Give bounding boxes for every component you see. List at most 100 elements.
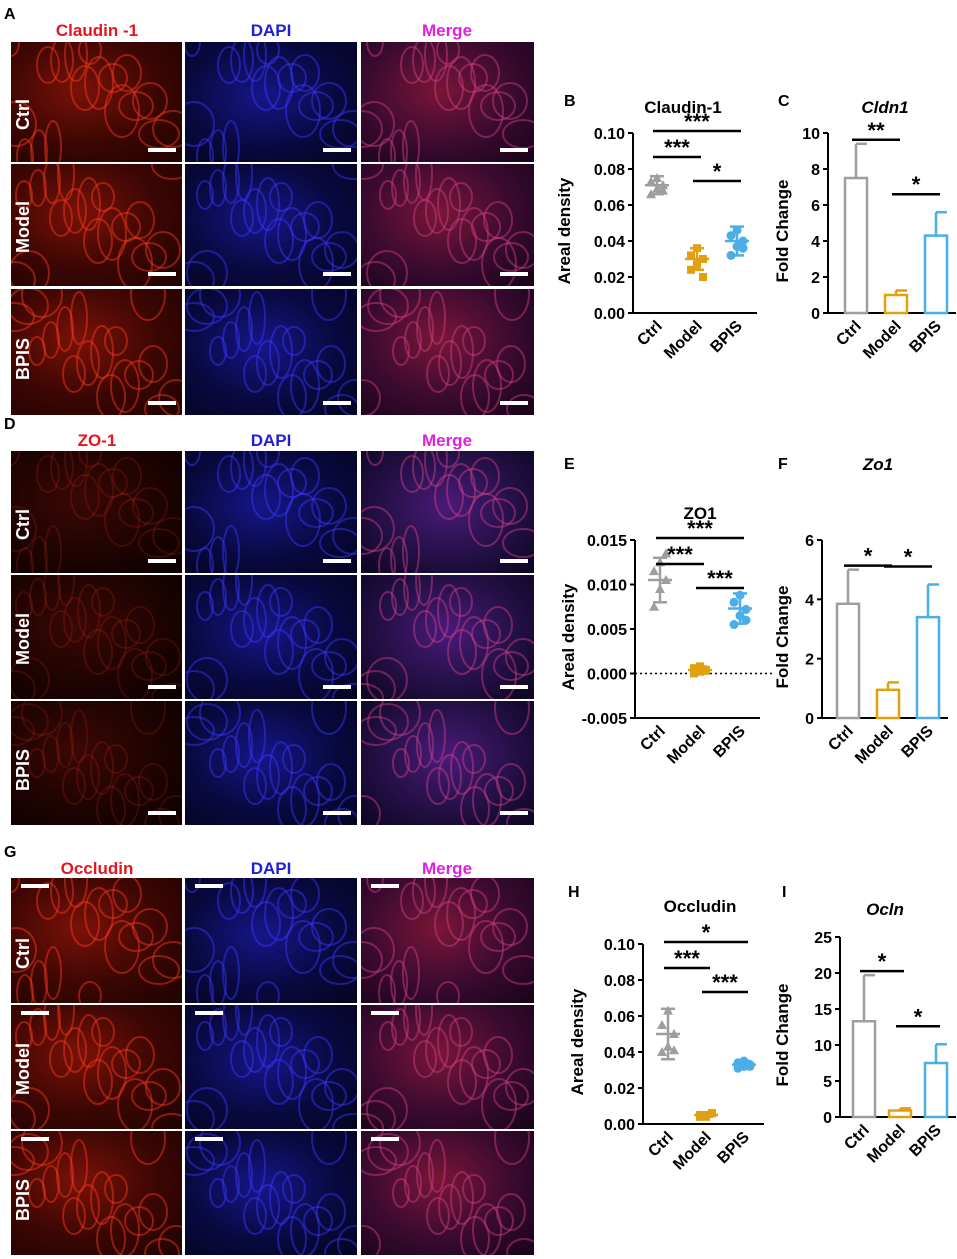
panel-letter: G [4,844,17,861]
micrograph-red-bpis [11,701,182,825]
y-tick-label: 0.08 [604,973,635,990]
x-tick-label: Model [670,1129,715,1174]
significance-label: * [713,159,722,184]
significance-label: *** [674,946,700,971]
data-point [729,597,739,607]
x-tick-label: Ctrl [634,318,666,350]
scale-bar [371,1137,399,1141]
y-tick-label: 0 [823,1110,832,1127]
significance-label: * [914,1004,923,1029]
micrograph-blue-ctrl [185,878,357,1003]
y-tick-label: 2 [811,270,820,287]
chart-title: Cldn1 [861,98,908,117]
scale-bar [323,685,351,689]
data-point [738,243,748,253]
scale-bar [500,401,528,405]
significance-label: * [864,544,873,569]
panel-letter: A [4,6,16,23]
micrograph-blue-bpis [185,289,357,415]
scale-bar [21,884,49,888]
y-tick-label: 4 [811,234,820,251]
scale-bar [195,1011,223,1015]
bar [887,1109,913,1119]
x-tick-label: Ctrl [637,723,669,755]
micrograph-red-model [11,575,182,699]
x-tick-label: Model [661,318,706,363]
chart-title: ZO1 [683,504,716,523]
micrograph-red-ctrl [11,42,182,162]
data-point [657,1020,667,1029]
bar [883,293,909,315]
y-tick-label: 2 [805,652,814,669]
data-point [649,566,659,576]
panel-letter: H [568,884,580,901]
bar [851,1019,877,1119]
y-axis-label: Fold Change [773,586,792,689]
scale-bar [148,272,176,276]
data-point [657,1047,667,1056]
x-tick-label: BPIS [898,723,937,762]
bar [835,602,861,720]
y-tick-label: 5 [823,1074,832,1091]
bar [875,688,901,720]
y-tick-label: 0.015 [587,533,627,550]
y-tick-label: 20 [814,966,832,983]
micrograph-merge-ctrl [361,451,534,573]
y-axis-label: Fold Change [773,984,792,1087]
data-point [658,185,668,195]
panel-letter: C [778,93,790,110]
column-header-stain: Claudin -1 [55,21,139,40]
significance-label: *** [707,566,733,591]
micrograph-merge-bpis [361,289,534,415]
micrograph-merge-ctrl [361,878,534,1003]
significance-label: *** [684,109,710,134]
x-tick-label: Model [864,1122,909,1167]
bar [923,1061,949,1119]
micrograph-merge-bpis [361,1131,534,1255]
micrograph-blue-ctrl [185,451,357,573]
y-tick-label: 10 [802,126,820,143]
micrograph-blue-bpis [185,701,357,825]
micrograph-red-ctrl [11,878,182,1003]
panel-letter: F [778,456,788,473]
significance-label: *** [712,970,738,995]
scale-bar [500,272,528,276]
y-tick-label: 0.00 [594,306,625,323]
scale-bar [371,1011,399,1015]
data-point [646,176,656,186]
significance-label: * [878,949,887,974]
significance-label: * [912,172,921,197]
y-tick-label: 0.005 [587,622,627,639]
chart-E: E ZO1 Areal density -0.005 0.000 0.005 0.010 0.… [559,456,775,768]
chart-title: Occludin [664,897,737,916]
significance-label: ** [867,118,885,143]
panel-letter: I [782,884,786,901]
scale-bar [148,811,176,815]
y-axis-label: Areal density [559,583,578,690]
data-point [661,548,671,558]
scale-bar [323,559,351,563]
y-tick-label: 0 [805,711,814,728]
micrograph-blue-ctrl [185,42,357,162]
x-tick-label: Ctrl [841,1122,873,1154]
bar [843,176,869,315]
y-tick-label: 0 [811,306,820,323]
data-point [741,615,751,625]
scale-bar [323,272,351,276]
micrograph-red-model [11,164,182,286]
micrograph-red-ctrl [11,451,182,573]
scale-bar [323,401,351,405]
x-tick-label: BPIS [707,318,746,357]
scale-bar [148,559,176,563]
data-point [690,664,698,673]
bar [923,234,949,315]
column-header-merge: Merge [421,859,473,878]
y-tick-label: 25 [814,930,832,947]
y-axis-label: Areal density [555,177,574,284]
data-point [699,273,707,281]
x-tick-label: Ctrl [825,723,857,755]
micrograph-blue-model [185,1005,357,1129]
